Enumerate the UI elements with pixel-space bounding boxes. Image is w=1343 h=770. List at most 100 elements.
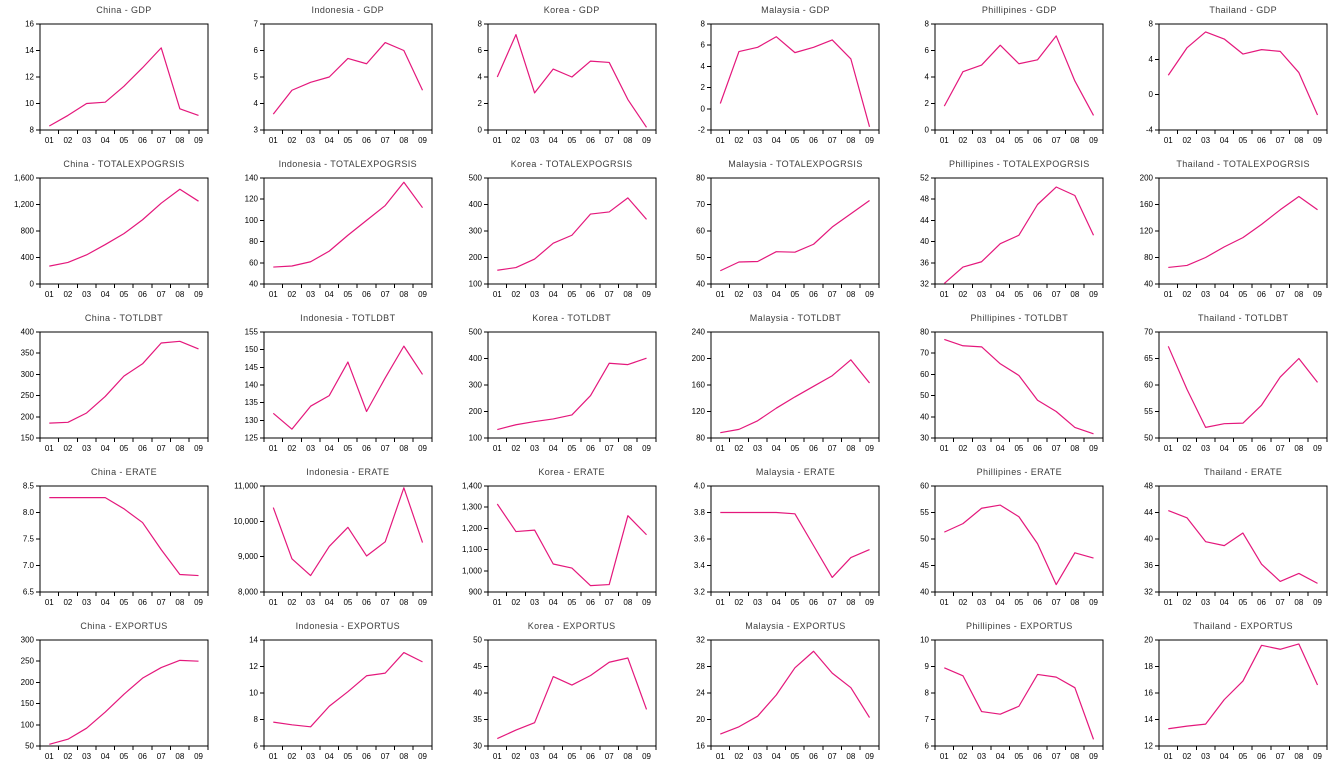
x-tick-label: 05	[343, 444, 352, 453]
y-tick-label: 12	[25, 72, 34, 81]
y-tick-label: 4	[925, 72, 930, 81]
y-tick-label: 4.0	[694, 481, 706, 490]
y-tick-label: 0	[477, 125, 482, 134]
y-tick-label: 500	[468, 327, 482, 336]
x-tick-label: 04	[1220, 290, 1229, 299]
x-tick-label: 07	[604, 290, 613, 299]
chart-thailand-exportus: Thailand - EXPORTUS 12 14 16 18 20 01 02 03 04 05…	[1119, 616, 1343, 770]
chart-china-exportus: China - EXPORTUS 50 100 150 200 250 300 01 02 03…	[0, 616, 224, 770]
chart-plot: 50 55 60 65 70 01 02 03 04 05 06 07 08 09	[1144, 327, 1328, 453]
x-tick-label: 06	[586, 136, 595, 145]
chart-indonesia-erate: Indonesia - ERATE 8,000 9,000 10,000 11,000…	[224, 462, 448, 616]
x-tick-label: 09	[642, 136, 651, 145]
series-line	[944, 504, 1095, 586]
y-tick-label: 300	[21, 370, 35, 379]
y-tick-label: 0	[1149, 90, 1154, 99]
y-tick-label: 2	[925, 99, 930, 108]
x-tick-label: 07	[1052, 598, 1061, 607]
y-tick-label: 0	[925, 125, 930, 134]
chart-title: Korea - EXPORTUS	[527, 621, 616, 631]
x-tick-label: 02	[287, 752, 296, 761]
x-tick-label: 03	[306, 136, 315, 145]
x-tick-label: 07	[828, 290, 837, 299]
y-tick-label: 8.5	[23, 481, 35, 490]
x-tick-label: 02	[735, 598, 744, 607]
x-tick-label: 09	[642, 752, 651, 761]
y-tick-label: 120	[1140, 226, 1154, 235]
series-line	[720, 650, 871, 735]
y-tick-label: 1,600	[14, 173, 35, 182]
x-tick-label: 04	[325, 598, 334, 607]
y-tick-label: 36	[920, 258, 929, 267]
chart-korea-gdp: Korea - GDP 0 2 4 6 8 01 02 03 04 05 06 07 08 09	[448, 0, 672, 154]
x-tick-label: 05	[119, 598, 128, 607]
x-tick-label: 05	[119, 444, 128, 453]
y-tick-label: 40	[697, 279, 706, 288]
chart-plot: 30 35 40 45 50 01 02 03 04 05 06 07 08 09	[473, 635, 656, 761]
y-tick-label: 8	[30, 125, 35, 134]
y-tick-label: 11,000	[234, 481, 258, 490]
x-tick-label: 04	[325, 444, 334, 453]
y-tick-label: 7	[925, 715, 930, 724]
x-tick-label: 02	[64, 598, 73, 607]
x-tick-label: 04	[772, 598, 781, 607]
y-tick-label: 20	[697, 715, 706, 724]
chart-malaysia-erate: Malaysia - ERATE 3.2 3.4 3.6 3.8 4.0 01 02 03 04…	[671, 462, 895, 616]
x-tick-label: 08	[175, 598, 184, 607]
x-tick-label: 06	[138, 752, 147, 761]
x-tick-label: 02	[1183, 444, 1192, 453]
chart-title: Malaysia - ERATE	[755, 467, 836, 477]
x-tick-label: 04	[996, 752, 1005, 761]
series-line	[1167, 346, 1319, 429]
y-tick-label: 145	[244, 363, 258, 372]
chart-plot: 40 45 50 55 60 01 02 03 04 05 06 07 08 09	[920, 481, 1104, 607]
x-tick-label: 05	[119, 290, 128, 299]
x-tick-label: 04	[996, 444, 1005, 453]
y-tick-label: 200	[21, 678, 35, 687]
x-tick-label: 06	[362, 598, 371, 607]
x-tick-label: 03	[306, 752, 315, 761]
y-tick-label: 14	[25, 46, 34, 55]
x-tick-label: 03	[82, 752, 91, 761]
chart-title: Thailand - EXPORTUS	[1193, 621, 1293, 631]
series-line	[49, 659, 199, 745]
y-tick-label: 100	[468, 433, 482, 442]
x-tick-label: 08	[1295, 444, 1304, 453]
y-tick-label: 55	[920, 508, 929, 517]
x-tick-label: 01	[1164, 290, 1173, 299]
y-tick-label: 3.2	[694, 587, 706, 596]
x-tick-label: 01	[269, 752, 278, 761]
x-tick-label: 04	[101, 290, 110, 299]
chart-plot: 30 40 50 60 70 80 01 02 03 04 05 06 07 08 09	[920, 327, 1104, 453]
x-tick-label: 02	[511, 290, 520, 299]
x-tick-label: 08	[623, 136, 632, 145]
x-tick-label: 08	[1071, 444, 1080, 453]
chart-thailand-erate: Thailand - ERATE 32 36 40 44 48 01 02 03 04 05 06 0…	[1119, 462, 1343, 616]
x-tick-label: 07	[1276, 752, 1285, 761]
chart-malaysia-totldbt: Malaysia - TOTLDBT 80 120 160 200 240 01 02 03 0…	[671, 308, 895, 462]
y-tick-label: 2	[701, 83, 706, 92]
y-tick-label: 1,000	[462, 566, 483, 575]
x-tick-label: 06	[1257, 598, 1266, 607]
x-tick-label: 05	[1239, 136, 1248, 145]
x-tick-label: 09	[1089, 136, 1098, 145]
x-tick-label: 03	[82, 598, 91, 607]
y-tick-label: 5	[253, 72, 258, 81]
chart-title: Indonesia - EXPORTUS	[295, 621, 401, 631]
x-tick-label: 05	[791, 290, 800, 299]
y-tick-label: 4	[701, 62, 706, 71]
y-tick-label: 48	[1144, 481, 1153, 490]
y-tick-label: 80	[697, 173, 706, 182]
x-tick-label: 01	[1164, 598, 1173, 607]
chart-plot: 12 14 16 18 20 01 02 03 04 05 06 07 08 09	[1144, 635, 1328, 761]
x-tick-label: 04	[548, 290, 557, 299]
x-tick-label: 02	[287, 136, 296, 145]
x-tick-label: 01	[940, 752, 949, 761]
chart-thailand-totldbt: Thailand - TOTLDBT 50 55 60 65 70 01 02 03 04 05 0…	[1119, 308, 1343, 462]
y-tick-label: 150	[21, 433, 35, 442]
x-tick-label: 05	[791, 598, 800, 607]
y-tick-label: 40	[1144, 279, 1153, 288]
chart-plot: 3 4 5 6 7 01 02 03 04 05 06 07 08 09	[253, 19, 433, 145]
chart-title: Phillipines - GDP	[981, 5, 1057, 15]
